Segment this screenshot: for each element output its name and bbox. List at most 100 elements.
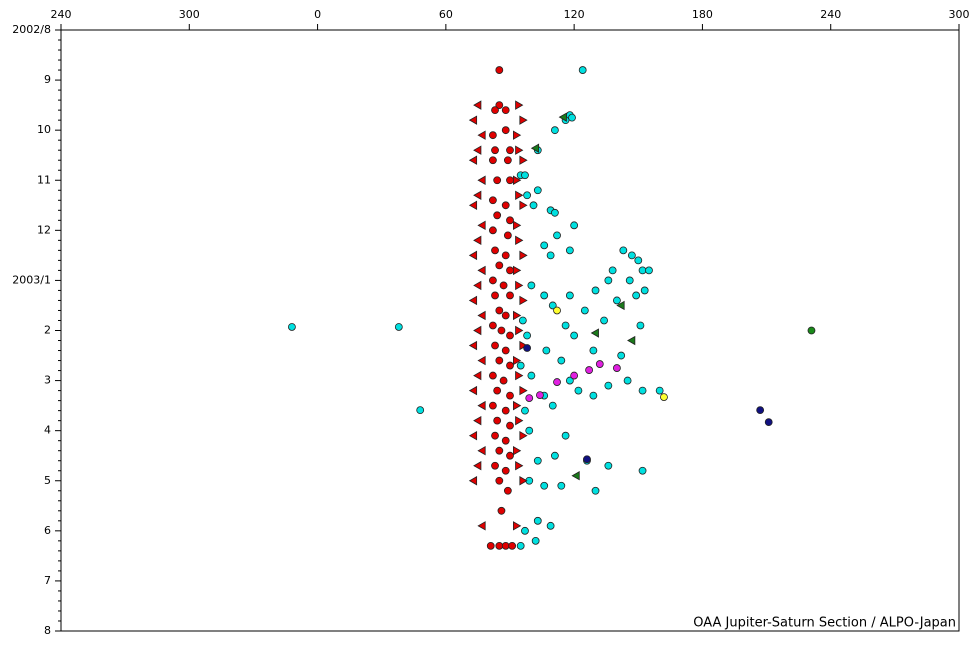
- data-point: [493, 211, 502, 220]
- data-point: [561, 431, 570, 440]
- data-point: [638, 466, 647, 475]
- data-point: [515, 415, 524, 426]
- data-point: [513, 446, 522, 456]
- data-point: [495, 446, 504, 455]
- data-point: [506, 146, 514, 155]
- data-point: [568, 113, 576, 122]
- data-point: [518, 316, 527, 325]
- data-point: [551, 126, 559, 135]
- data-point: [488, 156, 497, 165]
- data-point: [501, 406, 510, 415]
- data-point: [807, 326, 816, 335]
- data-point: [546, 251, 555, 260]
- data-point: [640, 286, 649, 295]
- data-point: [570, 331, 579, 340]
- data-point: [513, 521, 522, 531]
- data-point: [495, 476, 504, 485]
- data-point: [589, 391, 598, 400]
- data-point: [515, 325, 524, 336]
- data-point: [288, 323, 296, 331]
- y-tick-label: 12: [37, 223, 51, 236]
- data-point: [525, 426, 534, 435]
- y-tick-label: 6: [44, 524, 51, 537]
- data-point: [488, 276, 497, 285]
- x-tick-label: 0: [314, 8, 321, 21]
- data-point: [491, 146, 499, 155]
- data-point: [551, 208, 559, 217]
- data-point: [542, 346, 551, 355]
- data-point: [513, 400, 522, 411]
- y-tick-label: 11: [37, 173, 51, 186]
- data-point: [506, 421, 514, 430]
- data-point: [491, 461, 499, 470]
- data-point: [557, 356, 566, 365]
- data-point: [468, 430, 478, 441]
- data-point: [491, 106, 499, 115]
- data-point: [527, 371, 536, 380]
- data-point: [565, 246, 574, 255]
- data-point: [491, 291, 499, 300]
- data-point: [495, 101, 504, 110]
- data-point: [477, 400, 486, 411]
- data-point: [477, 521, 486, 531]
- data-point: [533, 456, 542, 465]
- data-point: [501, 311, 510, 320]
- data-point: [495, 541, 504, 550]
- data-point: [591, 286, 600, 295]
- y-tick-label: 2: [44, 324, 51, 337]
- data-point: [548, 301, 557, 310]
- data-point: [613, 364, 621, 372]
- data-point: [515, 190, 524, 200]
- data-point: [589, 346, 598, 355]
- data-point: [570, 371, 579, 380]
- data-point: [655, 386, 664, 395]
- data-point: [557, 481, 566, 490]
- data-point: [516, 361, 525, 370]
- data-point: [583, 455, 591, 464]
- data-point: [548, 401, 557, 410]
- data-point: [513, 355, 522, 366]
- data-point: [468, 476, 478, 486]
- x-tick-label: 120: [564, 8, 585, 21]
- data-point: [553, 231, 561, 240]
- data-point: [394, 323, 403, 331]
- data-point: [477, 446, 486, 456]
- data-point: [519, 250, 528, 261]
- data-point: [493, 416, 502, 425]
- data-point: [491, 246, 499, 255]
- data-point: [530, 143, 540, 153]
- data-point: [627, 251, 636, 260]
- data-point: [625, 276, 634, 285]
- data-point: [565, 376, 574, 385]
- data-point: [521, 406, 529, 415]
- data-point: [495, 261, 504, 270]
- data-point: [506, 266, 514, 275]
- data-point: [519, 430, 528, 441]
- data-point: [501, 466, 510, 475]
- data-point: [570, 221, 579, 230]
- data-point: [473, 325, 482, 336]
- data-point: [473, 415, 482, 426]
- data-point: [515, 280, 524, 291]
- data-point: [590, 328, 599, 338]
- data-point: [756, 406, 765, 415]
- y-tick-label: 3: [44, 374, 51, 387]
- data-point: [488, 321, 497, 330]
- data-point: [636, 321, 645, 330]
- data-point: [501, 126, 510, 135]
- data-point: [501, 346, 510, 355]
- data-point: [580, 306, 589, 315]
- data-point: [495, 356, 504, 365]
- y-tick-label: 5: [44, 474, 51, 487]
- data-point: [477, 310, 486, 321]
- data-point: [508, 541, 517, 550]
- data-point: [627, 335, 636, 346]
- data-point: [578, 66, 587, 74]
- data-point: [553, 378, 561, 386]
- data-point: [495, 66, 504, 74]
- data-point: [604, 381, 613, 390]
- data-point: [515, 370, 524, 381]
- data-point: [506, 361, 514, 370]
